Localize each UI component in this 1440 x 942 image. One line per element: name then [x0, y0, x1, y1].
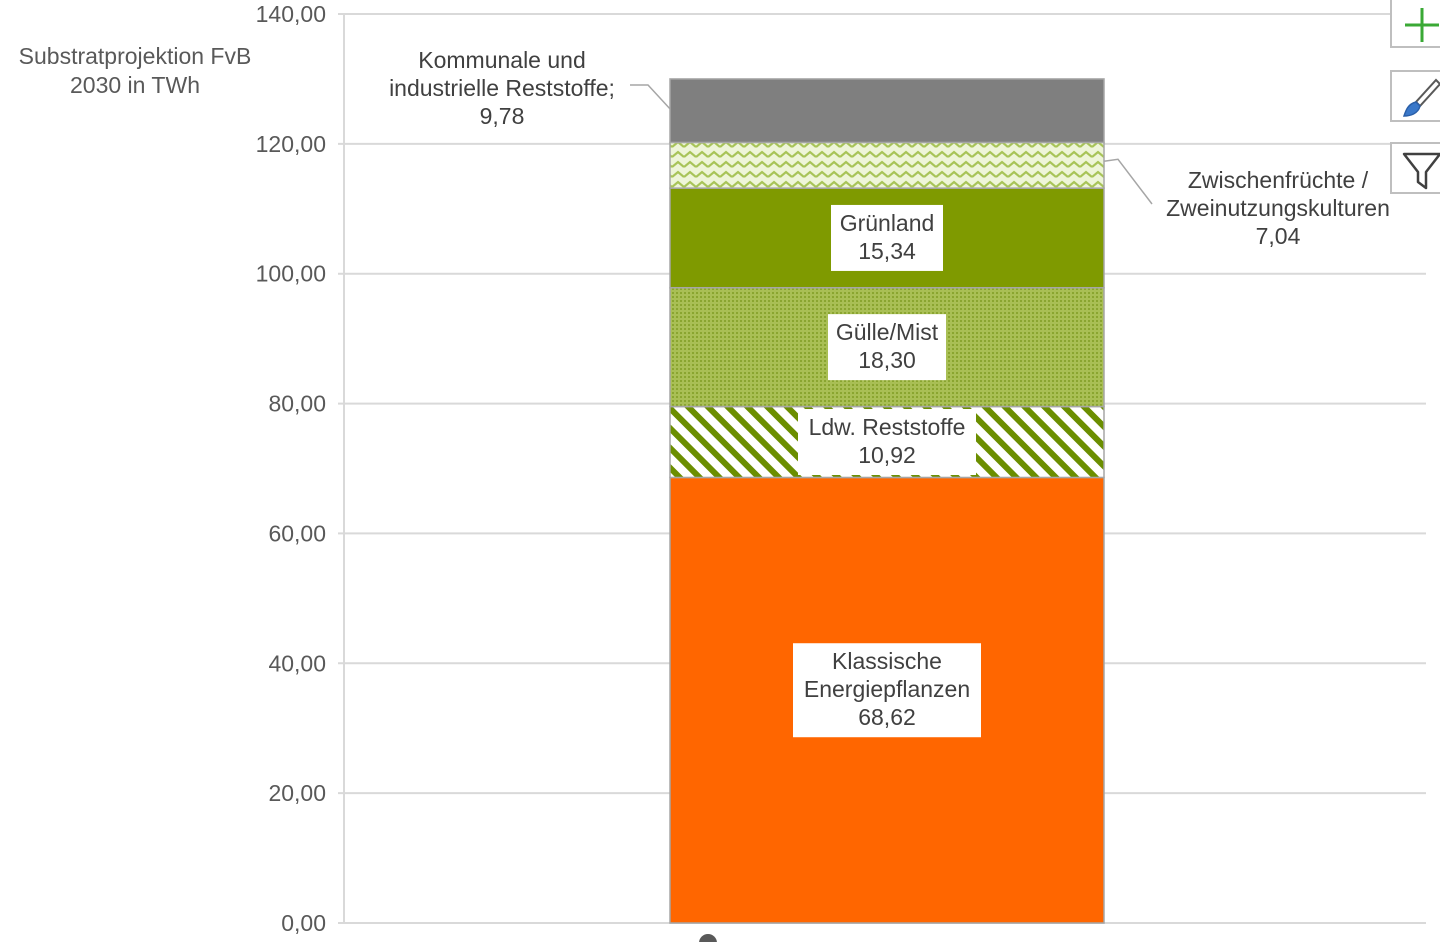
- y-tick-label: 100,00: [256, 261, 326, 287]
- y-tick-label: 80,00: [268, 391, 326, 417]
- bar-segment-5: [669, 141, 1105, 189]
- data-label: 9,78: [480, 103, 525, 129]
- chart-title: Substratprojektion FvB 2030 in TWh: [18, 43, 252, 98]
- leader-line: [1103, 158, 1153, 205]
- chart-style-button[interactable]: [1390, 70, 1440, 122]
- data-label-box: [793, 643, 981, 738]
- y-tick-label: 20,00: [268, 780, 326, 806]
- data-label: 15,34: [858, 238, 916, 264]
- y-tick-label: 0,00: [281, 910, 326, 936]
- data-label: Zweinutzungskulturen: [1166, 195, 1390, 221]
- chart-filter-button[interactable]: [1390, 142, 1440, 194]
- data-label-box: [828, 314, 946, 381]
- data-label: Kommunale und: [418, 47, 586, 73]
- category-marker: [699, 934, 717, 942]
- data-label: 10,92: [858, 442, 916, 468]
- y-tick-label: 120,00: [256, 131, 326, 157]
- filter-icon: [1402, 152, 1440, 190]
- bar-segment-6: [669, 78, 1105, 144]
- data-label: industrielle Reststoffe;: [389, 75, 615, 101]
- y-tick-label: 140,00: [256, 1, 326, 27]
- data-label: Energiepflanzen: [804, 676, 970, 702]
- y-tick-label: 40,00: [268, 650, 326, 676]
- data-label: Zwischenfrüchte /: [1188, 167, 1369, 193]
- add-element-button[interactable]: [1390, 0, 1440, 48]
- plus-icon: [1405, 8, 1439, 42]
- data-label: 68,62: [858, 704, 916, 730]
- y-tick-label: 60,00: [268, 520, 326, 546]
- data-label: Grünland: [840, 210, 935, 236]
- data-label: 18,30: [858, 347, 916, 373]
- data-label-box: [798, 409, 976, 476]
- brush-icon: [1402, 78, 1440, 117]
- data-label: Klassische: [832, 648, 942, 674]
- data-label: Ldw. Reststoffe: [809, 414, 966, 440]
- data-label-box: [831, 204, 943, 271]
- leader-line: [630, 84, 671, 110]
- data-label: 7,04: [1256, 223, 1301, 249]
- data-label: Gülle/Mist: [836, 319, 939, 345]
